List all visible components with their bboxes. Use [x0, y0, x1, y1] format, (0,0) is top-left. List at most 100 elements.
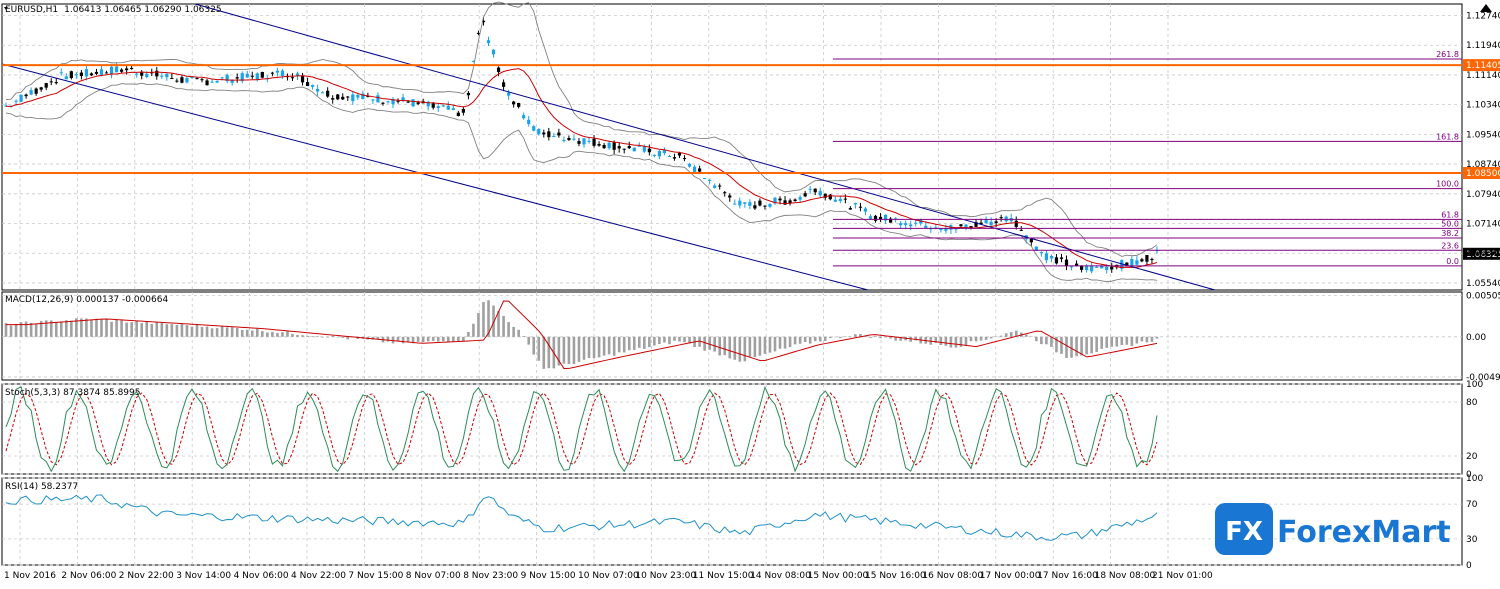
candle-body[interactable]: [803, 193, 807, 197]
candle-body[interactable]: [175, 80, 179, 82]
candle-body[interactable]: [255, 73, 259, 80]
candle-body[interactable]: [682, 158, 687, 160]
candle-body[interactable]: [1100, 265, 1104, 269]
candle-body[interactable]: [305, 82, 310, 87]
candle-body[interactable]: [517, 102, 521, 107]
candle-body[interactable]: [431, 103, 435, 108]
candle-body[interactable]: [542, 132, 546, 135]
candle-body[interactable]: [537, 128, 541, 135]
candle-body[interactable]: [471, 61, 476, 63]
candle-body[interactable]: [180, 77, 184, 83]
stochastic-panel[interactable]: [5, 385, 1158, 473]
candle-body[interactable]: [1029, 238, 1033, 243]
candle-body[interactable]: [743, 202, 747, 204]
candle-body[interactable]: [260, 71, 264, 78]
candle-body[interactable]: [79, 72, 83, 77]
candle-body[interactable]: [94, 71, 99, 74]
candle-body[interactable]: [954, 228, 958, 230]
candle-body[interactable]: [1044, 253, 1048, 261]
scroll-up-icon[interactable]: [1480, 4, 1492, 12]
candle-body[interactable]: [39, 87, 43, 90]
candle-body[interactable]: [396, 100, 400, 102]
candle-body[interactable]: [295, 73, 300, 77]
candle-body[interactable]: [451, 108, 455, 110]
candle-body[interactable]: [371, 99, 375, 101]
candle-body[interactable]: [632, 147, 636, 152]
candle-body[interactable]: [773, 197, 777, 204]
candle-body[interactable]: [190, 77, 194, 79]
candle-body[interactable]: [19, 94, 23, 102]
candle-body[interactable]: [512, 101, 516, 105]
candle-body[interactable]: [748, 202, 752, 206]
candle-body[interactable]: [909, 224, 913, 227]
candle-body[interactable]: [904, 223, 908, 225]
candle-body[interactable]: [642, 146, 646, 152]
candle-body[interactable]: [331, 98, 335, 100]
candle-body[interactable]: [64, 76, 68, 80]
candle-body[interactable]: [718, 185, 722, 187]
candle-body[interactable]: [220, 77, 224, 79]
candle-body[interactable]: [386, 101, 390, 103]
candle-body[interactable]: [728, 195, 732, 198]
symbol-dropdown-icon[interactable]: [4, 7, 8, 10]
price-panel[interactable]: 261.8 161.8 100.0 61.850.038.2 23.6 0.0 1.1140…: [1, 1, 1500, 291]
candle-body[interactable]: [426, 101, 430, 107]
candle-body[interactable]: [135, 73, 139, 75]
candle-body[interactable]: [833, 199, 837, 202]
candle-body[interactable]: [436, 106, 440, 109]
candle-body[interactable]: [617, 146, 621, 149]
candle-body[interactable]: [552, 135, 556, 137]
candle-body[interactable]: [733, 203, 737, 205]
candle-body[interactable]: [894, 218, 898, 220]
candle-body[interactable]: [622, 148, 626, 150]
candle-body[interactable]: [54, 82, 58, 84]
candle-body[interactable]: [984, 219, 988, 224]
candle-body[interactable]: [532, 126, 536, 131]
candle-body[interactable]: [496, 67, 501, 73]
candle-body[interactable]: [1034, 246, 1038, 251]
candle-body[interactable]: [868, 216, 873, 219]
candle-body[interactable]: [863, 208, 868, 212]
candle-body[interactable]: [114, 66, 119, 73]
candle-body[interactable]: [758, 200, 762, 206]
candle-body[interactable]: [883, 214, 888, 221]
candle-body[interactable]: [170, 78, 174, 80]
candle-body[interactable]: [69, 71, 73, 79]
candle-body[interactable]: [1105, 266, 1109, 271]
candle-body[interactable]: [924, 225, 928, 229]
candle-body[interactable]: [698, 168, 702, 172]
candle-body[interactable]: [24, 94, 28, 97]
candle-body[interactable]: [99, 69, 104, 75]
candle-body[interactable]: [778, 198, 782, 201]
candle-body[interactable]: [1110, 266, 1114, 270]
candle-body[interactable]: [1014, 220, 1018, 227]
candle-body[interactable]: [989, 221, 993, 226]
candle-body[interactable]: [818, 191, 822, 196]
candle-body[interactable]: [145, 73, 149, 78]
candle-body[interactable]: [974, 222, 978, 227]
candle-body[interactable]: [677, 152, 682, 156]
candle-body[interactable]: [964, 224, 968, 229]
candle-body[interactable]: [783, 200, 787, 205]
candle-body[interactable]: [165, 73, 169, 78]
candle-body[interactable]: [1059, 257, 1064, 259]
candle-body[interactable]: [793, 199, 797, 202]
candle-body[interactable]: [230, 79, 234, 83]
candle-body[interactable]: [1130, 259, 1134, 266]
candle-body[interactable]: [507, 92, 511, 96]
candle-body[interactable]: [1049, 255, 1054, 259]
candle-body[interactable]: [321, 92, 325, 94]
candle-body[interactable]: [74, 74, 78, 76]
candle-body[interactable]: [245, 73, 249, 78]
channel-upper-line[interactable]: [194, 3, 1216, 291]
candle-body[interactable]: [567, 137, 571, 141]
candle-body[interactable]: [326, 90, 330, 97]
candle-body[interactable]: [240, 73, 244, 82]
candle-body[interactable]: [899, 223, 903, 226]
candle-body[interactable]: [406, 101, 410, 103]
candle-body[interactable]: [275, 70, 280, 73]
candle-body[interactable]: [522, 115, 526, 119]
candle-body[interactable]: [34, 88, 38, 94]
candle-body[interactable]: [29, 90, 33, 95]
